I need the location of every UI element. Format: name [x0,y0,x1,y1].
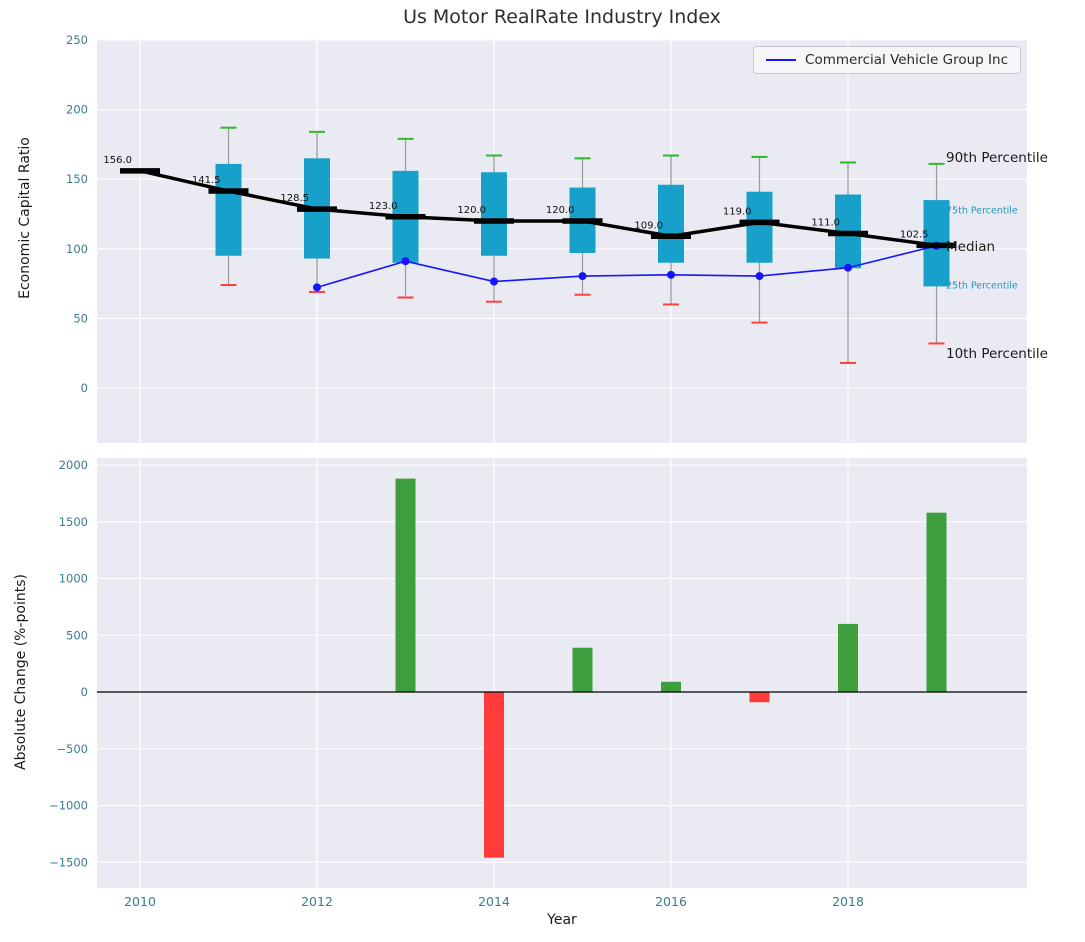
y-tick-label: 0 [81,685,88,699]
median-value-label: 156.0 [103,155,132,166]
y-tick-label: 50 [73,311,88,325]
median-value-label: 111.0 [811,217,840,228]
y-tick-label: 2000 [59,458,88,472]
y-tick-label: −1000 [49,799,88,813]
box-iqr [481,172,507,256]
change-bar [395,478,416,692]
x-tick-label: 2018 [832,894,864,909]
median-value-label: 128.5 [280,193,309,204]
y-tick-label: 200 [66,103,88,117]
change-bar [484,692,504,858]
y-axis-label-top: Economic Capital Ratio [17,137,33,299]
x-axis-label: Year [547,912,577,928]
y-tick-label: 500 [66,628,88,642]
company-point [401,257,410,266]
box-iqr [658,184,684,263]
y-axis-label-bottom: Absolute Change (%-points) [13,574,29,770]
median-value-label: 109.0 [634,220,663,231]
company-point [578,272,587,281]
percentile-label: 10th Percentile [946,346,1048,362]
company-point [844,263,852,272]
change-bar [661,681,681,692]
y-tick-label: 150 [66,172,88,186]
y-tick-label: 250 [66,33,88,47]
x-tick-label: 2014 [478,894,510,909]
median-line [139,169,937,248]
median-value-label: 123.0 [369,201,398,212]
legend-line-sample [766,59,797,61]
change-bar [838,623,858,692]
y-tick-label: 0 [81,381,88,395]
percentile-label: 25th Percentile [946,281,1018,292]
company-point [490,277,498,286]
x-tick-label: 2010 [124,894,156,909]
box-iqr [215,163,242,256]
median-value-label: 120.0 [457,205,486,216]
bottom-panel-bg [97,458,1027,888]
change-bar [572,647,593,692]
company-point [755,272,764,281]
legend: Commercial Vehicle Group Inc [753,46,1021,74]
y-tick-label: 100 [66,242,88,256]
median-value-label: 102.5 [900,229,929,240]
median-value-label: 141.5 [192,175,221,186]
company-line [316,244,937,289]
change-bar [926,512,947,692]
legend-label: Commercial Vehicle Group Inc [805,52,1008,68]
percentile-label: 75th Percentile [946,205,1018,216]
y-tick-label: 1000 [59,572,88,586]
y-tick-label: 1500 [59,515,88,529]
median-value-label: 120.0 [546,205,575,216]
median-value-label: 119.0 [723,206,752,217]
percentile-label: 90th Percentile [946,150,1048,166]
chart-title: Us Motor RealRate Industry Index [403,6,721,28]
x-tick-label: 2016 [655,894,687,909]
change-bar [749,692,770,703]
company-point [667,270,675,279]
company-point [313,283,321,292]
box-iqr [746,191,773,263]
top-panel-bg [97,40,1027,443]
x-tick-label: 2012 [301,894,333,909]
y-tick-label: −1500 [49,855,88,869]
y-tick-label: −500 [56,742,88,756]
percentile-label: Median [946,239,995,255]
